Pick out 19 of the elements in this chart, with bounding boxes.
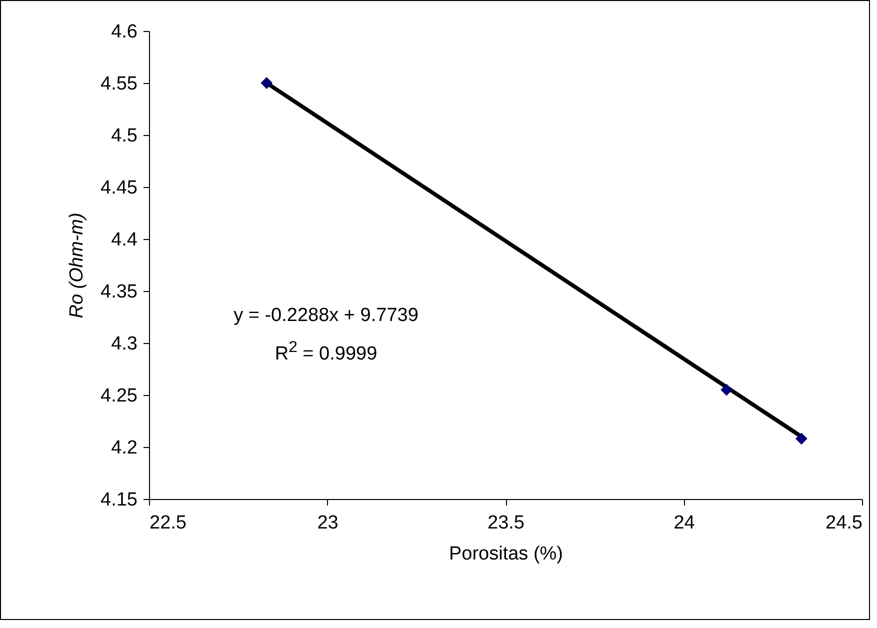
x-tick-label: 24.5: [826, 512, 862, 534]
annotation: R$^{2}$ = 0.9999: [274, 339, 378, 366]
y-tick-label: 4.15: [100, 490, 138, 510]
y-tick-label: 4.2: [111, 438, 138, 458]
y-tick-label: 4.45: [100, 178, 138, 198]
annotation: y = -0.2288x + 9.7739: [232, 305, 420, 327]
y-tick-label: 4.4: [111, 230, 138, 250]
y-axis-title: Ro (Ohm-m): [66, 212, 88, 318]
y-tick-label: 4.35: [100, 282, 138, 302]
y-tick-label: 4.3: [111, 334, 138, 354]
y-tick-label: 4.6: [111, 22, 138, 42]
x-tick-label: 23.5: [488, 512, 524, 534]
x-tick-label: 23: [317, 512, 338, 534]
x-tick-label: 24: [674, 512, 696, 534]
y-tick-label: 4.5: [111, 126, 138, 146]
x-axis-title: Porositas (%): [448, 544, 564, 564]
y-tick-label: 4.25: [100, 386, 138, 406]
x-tick-label: 22.5: [150, 512, 186, 534]
y-tick-label: 4.55: [100, 74, 138, 94]
